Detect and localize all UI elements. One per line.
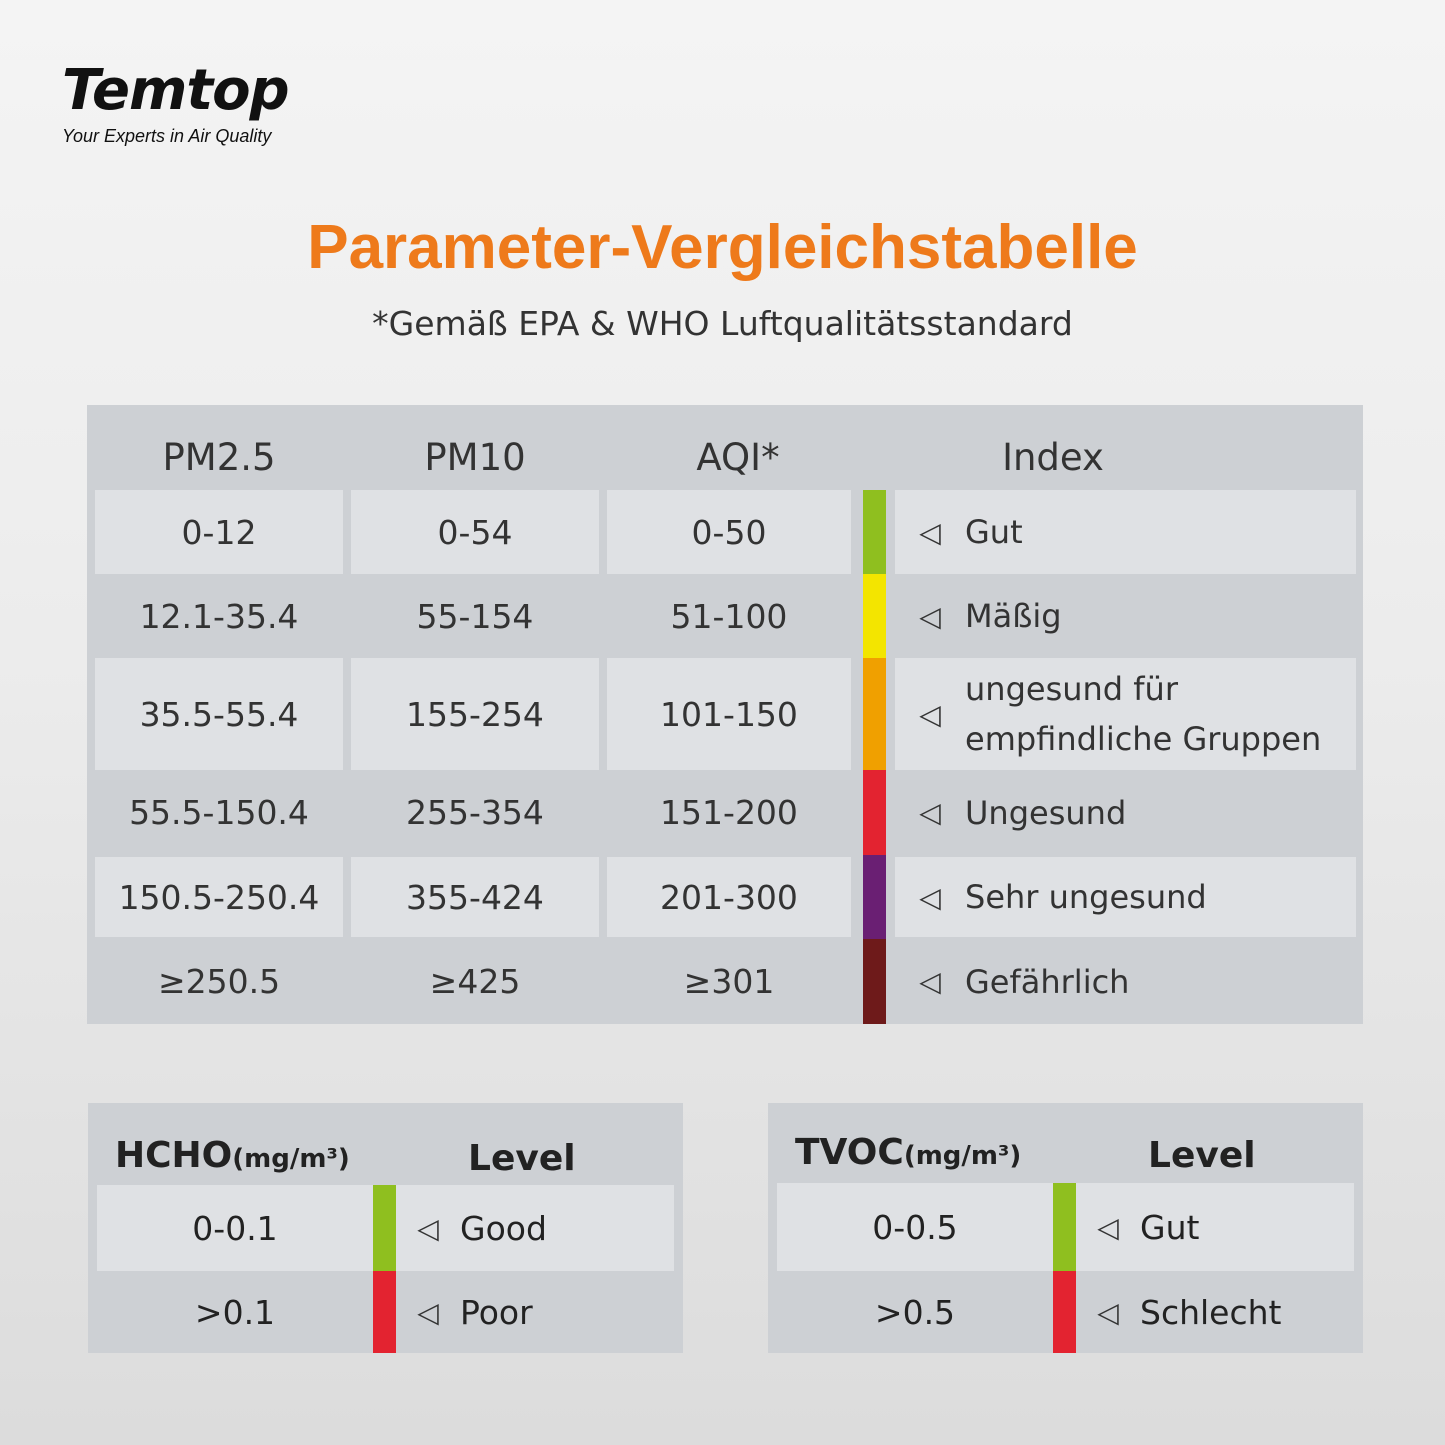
table-cell-pm10: 355-424 bbox=[351, 857, 599, 937]
table-cell-pm10: ≥425 bbox=[429, 962, 521, 1001]
tvoc-value-cell: 0-0.5 bbox=[777, 1183, 1053, 1271]
triangle-left-icon: ◁ bbox=[1097, 1210, 1119, 1244]
hcho-value-cell: >0.1 bbox=[194, 1292, 276, 1332]
triangle-left-icon: ◁ bbox=[417, 1295, 439, 1329]
brand-tagline: Your Experts in Air Quality bbox=[62, 126, 272, 146]
hcho-header-unit: (mg/m³) bbox=[232, 1144, 350, 1174]
hcho-level-cell: ◁ Poor bbox=[396, 1271, 674, 1353]
triangle-left-icon: ◁ bbox=[417, 1211, 439, 1245]
index-cell: ◁ Ungesund bbox=[895, 770, 1356, 855]
header-pm25: PM2.5 bbox=[162, 436, 276, 479]
tvoc-color-good bbox=[1053, 1183, 1076, 1271]
hcho-header-level: Level bbox=[468, 1138, 576, 1179]
index-label: Gefährlich bbox=[965, 962, 1130, 1001]
hcho-header: HCHO(mg/m³) bbox=[115, 1131, 350, 1181]
hcho-value-cell: 0-0.1 bbox=[97, 1185, 373, 1271]
index-color-moderate bbox=[863, 574, 886, 658]
index-cell: ◁ Gefährlich bbox=[895, 939, 1356, 1024]
tvoc-table: TVOC(mg/m³) Level 0-0.5 ◁ Gut >0.5 ◁ Sch… bbox=[768, 1103, 1363, 1353]
tvoc-level-label: Schlecht bbox=[1140, 1292, 1282, 1332]
index-label-line2: empfindliche Gruppen bbox=[965, 720, 1322, 758]
triangle-left-icon: ◁ bbox=[919, 697, 941, 731]
table-cell-pm10: 55-154 bbox=[416, 596, 534, 636]
triangle-left-icon: ◁ bbox=[919, 599, 941, 633]
index-label: Gut bbox=[965, 513, 1023, 551]
tvoc-color-bad bbox=[1053, 1271, 1076, 1353]
table-cell-pm10: 155-254 bbox=[351, 658, 599, 770]
table-cell-aqi: ≥301 bbox=[683, 962, 775, 1001]
hcho-level-label: Poor bbox=[460, 1292, 533, 1332]
hcho-header-name: HCHO bbox=[115, 1135, 233, 1176]
page-title: Parameter-Vergleichstabelle bbox=[307, 213, 1138, 282]
index-color-good bbox=[863, 490, 886, 574]
triangle-left-icon: ◁ bbox=[919, 880, 941, 914]
triangle-left-icon: ◁ bbox=[919, 515, 941, 549]
index-label-line1: ungesund für bbox=[965, 670, 1178, 708]
brand-block: Temtop Your Experts in Air Quality bbox=[62, 58, 322, 147]
header-pm10: PM10 bbox=[424, 436, 526, 479]
tvoc-header-unit: (mg/m³) bbox=[903, 1141, 1022, 1171]
table-cell-pm10: 0-54 bbox=[351, 490, 599, 574]
table-cell-aqi: 201-300 bbox=[607, 857, 851, 937]
table-cell-pm25: 0-12 bbox=[95, 490, 343, 574]
hcho-table: HCHO(mg/m³) Level 0-0.1 ◁ Good >0.1 ◁ Po… bbox=[88, 1103, 683, 1353]
hcho-color-good bbox=[373, 1185, 396, 1271]
table-cell-pm25: ≥250.5 bbox=[157, 962, 281, 1001]
table-cell-aqi: 51-100 bbox=[670, 596, 788, 636]
table-cell-aqi: 0-50 bbox=[607, 490, 851, 574]
table-cell-aqi: 101-150 bbox=[607, 658, 851, 770]
table-cell-pm25: 35.5-55.4 bbox=[95, 658, 343, 770]
tvoc-value-cell: >0.5 bbox=[874, 1292, 956, 1332]
index-color-unhealthy bbox=[863, 770, 886, 855]
hcho-color-poor bbox=[373, 1271, 396, 1353]
brand-logo: Temtop bbox=[62, 58, 290, 123]
triangle-left-icon: ◁ bbox=[919, 965, 941, 998]
table-cell-pm25: 12.1-35.4 bbox=[139, 596, 299, 636]
tvoc-header-name: TVOC bbox=[795, 1132, 904, 1173]
hcho-level-label: Good bbox=[460, 1208, 547, 1248]
index-label: Sehr ungesund bbox=[965, 878, 1207, 916]
tvoc-level-label: Gut bbox=[1140, 1207, 1200, 1247]
index-cell: ◁ Sehr ungesund bbox=[895, 857, 1356, 937]
index-label: Ungesund bbox=[965, 793, 1127, 832]
tvoc-header-level: Level bbox=[1148, 1135, 1256, 1176]
table-cell-pm10: 255-354 bbox=[406, 793, 544, 832]
table-cell-pm25: 150.5-250.4 bbox=[95, 857, 343, 937]
index-cell: ◁ ungesund für empfindliche Gruppen bbox=[895, 658, 1356, 770]
page-subtitle: *Gemäß EPA & WHO Luftqualitätsstandard bbox=[372, 304, 1073, 343]
table-cell-pm25: 55.5-150.4 bbox=[129, 793, 309, 832]
index-color-unhealthy-sensitive bbox=[863, 658, 886, 770]
index-cell: ◁ Mäßig bbox=[895, 574, 1356, 658]
tvoc-header: TVOC(mg/m³) bbox=[795, 1128, 1021, 1178]
index-label: Mäßig bbox=[965, 597, 1062, 635]
index-cell: ◁ Gut bbox=[895, 490, 1356, 574]
header-aqi: AQI* bbox=[696, 436, 780, 479]
table-cell-aqi: 151-200 bbox=[660, 793, 798, 832]
parameter-table: PM2.5 PM10 AQI* Index 0-12 0-54 0-50 ◁ G… bbox=[87, 405, 1363, 1024]
index-color-hazardous bbox=[863, 939, 886, 1024]
hcho-level-cell: ◁ Good bbox=[396, 1185, 674, 1271]
index-color-very-unhealthy bbox=[863, 855, 886, 939]
triangle-left-icon: ◁ bbox=[1097, 1295, 1119, 1329]
tvoc-level-cell: ◁ Gut bbox=[1076, 1183, 1354, 1271]
index-label-multiline: ungesund für empfindliche Gruppen bbox=[965, 664, 1321, 764]
triangle-left-icon: ◁ bbox=[919, 796, 941, 829]
tvoc-level-cell: ◁ Schlecht bbox=[1076, 1271, 1354, 1353]
header-index: Index bbox=[1002, 436, 1104, 479]
